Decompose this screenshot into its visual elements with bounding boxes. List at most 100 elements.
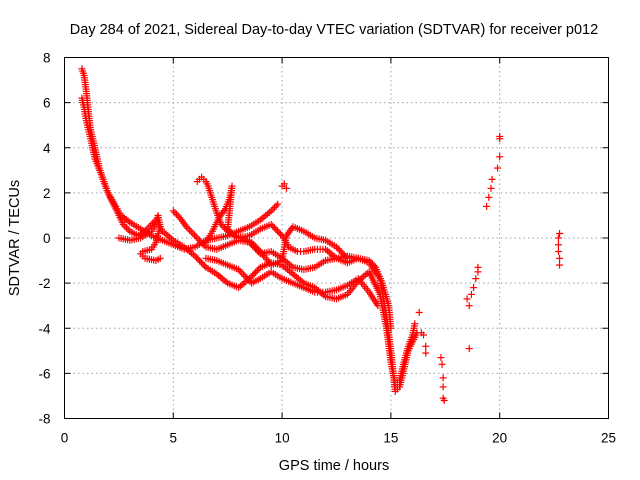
data-point <box>437 354 445 362</box>
data-point <box>337 248 345 256</box>
data-point <box>439 374 447 382</box>
data-point <box>250 270 258 278</box>
data-point <box>470 284 478 292</box>
data-point <box>272 225 280 233</box>
data-point <box>465 345 473 353</box>
data-point <box>199 260 207 268</box>
data-point <box>474 263 482 271</box>
data-point <box>440 396 448 404</box>
data-point <box>269 205 277 213</box>
data-point <box>267 207 275 215</box>
data-point <box>236 267 244 275</box>
data-point <box>420 331 428 339</box>
y-tick-label: -8 <box>38 412 50 427</box>
series-track-f <box>202 182 351 269</box>
data-point <box>411 320 419 328</box>
data-point <box>169 207 177 215</box>
y-axis-label: SDTVAR / TECUs <box>7 180 23 296</box>
data-point <box>224 225 232 233</box>
data-point <box>235 266 243 274</box>
x-tick-label: 5 <box>170 431 178 446</box>
y-tick-label: -6 <box>38 366 50 381</box>
data-point <box>239 271 247 279</box>
data-point <box>191 252 199 260</box>
data-point <box>488 175 496 183</box>
data-point <box>282 184 290 192</box>
axis-ticks: 0 5 10 15 20 25 -8 -6 -4 -2 0 2 4 6 8 <box>38 51 616 446</box>
series-track-a <box>78 65 282 253</box>
data-point <box>342 253 350 261</box>
data-point <box>243 274 251 282</box>
data-point <box>252 268 260 276</box>
data-point <box>277 230 285 238</box>
series-track-e <box>193 173 395 332</box>
data-point <box>439 383 447 391</box>
y-tick-label: 8 <box>43 51 51 66</box>
data-point <box>194 235 202 243</box>
data-point <box>554 234 562 242</box>
y-tick-label: -4 <box>38 321 50 336</box>
data-point <box>197 258 205 266</box>
data-point <box>253 267 261 275</box>
data-point <box>238 269 246 277</box>
data-point <box>182 223 190 231</box>
data-point <box>121 222 129 230</box>
x-tick-label: 10 <box>275 431 290 446</box>
data-point <box>275 229 283 237</box>
data-point <box>494 164 502 172</box>
data-point <box>554 248 562 256</box>
data-point <box>333 243 340 251</box>
data-point <box>199 240 207 248</box>
data-point <box>415 308 423 316</box>
data-point <box>225 227 233 235</box>
data-point <box>365 257 373 265</box>
grid <box>64 57 609 419</box>
data-point <box>422 349 430 357</box>
data-point <box>244 276 252 284</box>
data-point <box>472 275 480 283</box>
data-point <box>173 210 181 218</box>
data-point <box>189 229 197 237</box>
data-point <box>485 193 493 201</box>
data-point <box>267 220 275 228</box>
data-point <box>249 271 257 279</box>
data-point <box>487 184 495 192</box>
data-point <box>124 226 132 234</box>
data-point <box>156 254 164 262</box>
data-point <box>339 249 347 257</box>
data-point <box>467 290 475 298</box>
data-point <box>184 224 192 232</box>
data-point <box>343 254 351 262</box>
data-point <box>274 200 282 208</box>
data-point <box>367 258 375 266</box>
data-point <box>556 254 564 262</box>
data-point <box>556 229 564 237</box>
data-point <box>171 209 179 217</box>
data-point <box>465 302 473 310</box>
chart-title: Day 284 of 2021, Sidereal Day-to-day VTE… <box>70 22 598 38</box>
y-tick-label: -2 <box>38 276 50 291</box>
data-point <box>196 257 204 265</box>
data-point <box>554 241 562 249</box>
data-point <box>255 265 263 273</box>
y-tick-label: 2 <box>43 186 51 201</box>
data-point <box>270 204 278 212</box>
data-point <box>186 226 194 234</box>
series-isolated <box>278 132 564 404</box>
data-point <box>374 302 382 310</box>
data-point <box>438 360 446 368</box>
data-point <box>229 230 237 238</box>
data-point <box>220 224 228 232</box>
data-point <box>340 251 348 259</box>
data-point <box>387 324 395 332</box>
data-point <box>195 236 203 244</box>
data-point <box>463 295 471 303</box>
data-point <box>174 212 182 220</box>
data-point <box>269 222 277 230</box>
data-point <box>227 228 235 236</box>
y-tick-label: 4 <box>43 141 51 156</box>
data-point <box>368 260 376 268</box>
x-tick-label: 20 <box>492 431 507 446</box>
data-point <box>496 132 504 140</box>
